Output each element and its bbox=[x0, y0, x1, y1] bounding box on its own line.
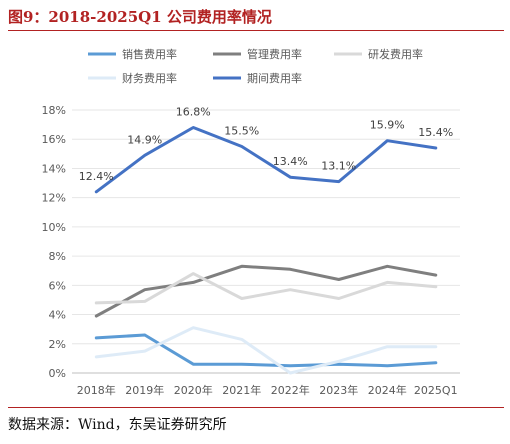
data-point bbox=[192, 363, 195, 366]
series-line-4 bbox=[94, 126, 438, 194]
data-point bbox=[95, 336, 98, 340]
data-point bbox=[434, 361, 437, 364]
x-tick-label: 2022年 bbox=[271, 383, 310, 397]
x-tick-label: 2021年 bbox=[222, 383, 261, 397]
data-point bbox=[289, 176, 292, 179]
x-tick-label: 2019年 bbox=[125, 383, 164, 397]
data-point bbox=[143, 349, 146, 353]
data-point bbox=[434, 146, 437, 150]
data-point bbox=[386, 139, 389, 142]
data-point bbox=[386, 265, 389, 268]
data-point bbox=[192, 281, 195, 284]
data-label: 12.4% bbox=[79, 170, 114, 183]
figure-title: 图9：2018-2025Q1 公司费用率情况 bbox=[8, 8, 272, 26]
data-label: 15.9% bbox=[370, 119, 405, 132]
y-tick-label: 0% bbox=[49, 367, 66, 380]
data-point bbox=[192, 126, 195, 129]
legend-label: 财务费用率 bbox=[122, 71, 177, 85]
data-point bbox=[434, 273, 437, 277]
x-tick-label: 2020年 bbox=[174, 383, 213, 397]
data-label: 15.4% bbox=[418, 126, 453, 139]
data-source: 数据来源：Wind，东吴证券研究所 bbox=[8, 417, 227, 433]
data-point bbox=[240, 338, 243, 341]
series-line-2 bbox=[94, 272, 438, 305]
data-label: 13.1% bbox=[321, 160, 356, 173]
y-tick-label: 16% bbox=[42, 133, 66, 146]
data-point bbox=[143, 288, 146, 291]
legend-label: 销售费用率 bbox=[122, 47, 177, 61]
data-point bbox=[337, 360, 340, 363]
y-tick-label: 18% bbox=[42, 104, 66, 117]
x-tick-label: 2025Q1 bbox=[414, 384, 458, 397]
data-point bbox=[240, 297, 243, 300]
data-label: 16.8% bbox=[176, 106, 211, 119]
data-point bbox=[337, 180, 340, 183]
data-point bbox=[386, 364, 389, 367]
x-tick-label: 2023年 bbox=[319, 383, 358, 397]
data-point bbox=[289, 371, 292, 375]
legend-label: 管理费用率 bbox=[247, 47, 302, 61]
data-point bbox=[289, 288, 292, 291]
data-point bbox=[143, 300, 146, 303]
x-tick-label: 2024年 bbox=[368, 383, 407, 397]
data-point bbox=[289, 364, 292, 367]
y-tick-label: 12% bbox=[42, 192, 66, 205]
legend-label: 研发费用率 bbox=[368, 47, 423, 61]
y-tick-label: 10% bbox=[42, 221, 66, 234]
data-point bbox=[240, 363, 243, 366]
y-tick-label: 4% bbox=[49, 309, 66, 322]
data-point bbox=[95, 190, 98, 194]
data-point bbox=[192, 326, 195, 329]
data-point bbox=[337, 297, 340, 300]
data-point bbox=[143, 154, 146, 157]
series-line-3 bbox=[94, 326, 438, 375]
y-tick-label: 14% bbox=[42, 162, 66, 175]
data-point bbox=[240, 145, 243, 148]
series-line-0 bbox=[94, 333, 438, 368]
y-tick-label: 8% bbox=[49, 250, 66, 263]
title-rule bbox=[8, 30, 504, 31]
data-point bbox=[434, 285, 437, 288]
data-label: 14.9% bbox=[127, 133, 162, 146]
expense-ratio-chart: 0% 2% 4% 6% 8% 10% 12% 14% 16% 18% 2018年 2019年 2020年… bbox=[42, 47, 460, 397]
source-rule bbox=[8, 407, 504, 408]
data-point bbox=[240, 265, 243, 268]
series-line-1 bbox=[94, 264, 438, 318]
data-point bbox=[386, 345, 389, 348]
data-label: 13.4% bbox=[273, 155, 308, 168]
data-point bbox=[386, 281, 389, 284]
y-tick-label: 2% bbox=[49, 338, 66, 351]
data-point bbox=[95, 314, 98, 318]
y-tick-label: 6% bbox=[49, 279, 66, 292]
x-tick-label: 2018年 bbox=[77, 383, 116, 397]
data-point bbox=[95, 301, 98, 305]
data-point bbox=[337, 363, 340, 366]
data-point bbox=[95, 355, 98, 359]
data-point bbox=[434, 345, 437, 348]
data-point bbox=[192, 272, 195, 275]
legend-label: 期间费用率 bbox=[247, 71, 302, 85]
data-point bbox=[337, 278, 340, 281]
data-point bbox=[289, 268, 292, 271]
data-label: 15.5% bbox=[224, 125, 259, 138]
data-point bbox=[143, 333, 146, 337]
